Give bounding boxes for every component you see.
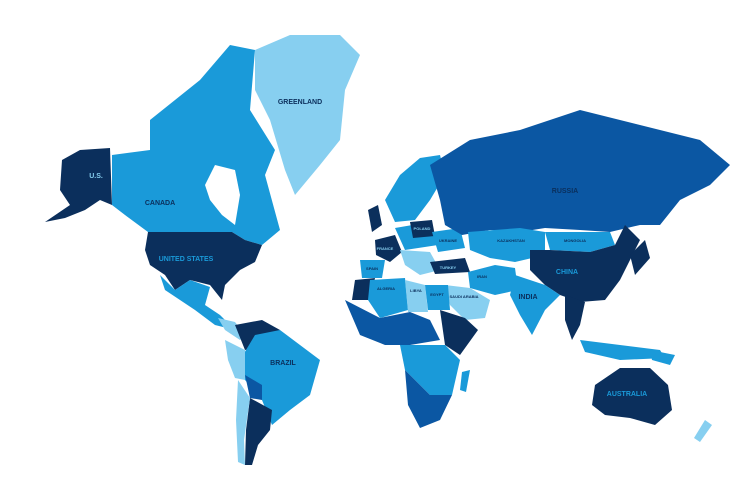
country-algeria[interactable] bbox=[368, 278, 408, 318]
country-libya[interactable] bbox=[405, 280, 428, 312]
label-united-states: UNITED STATES bbox=[159, 256, 214, 263]
country-indonesia[interactable] bbox=[580, 340, 665, 360]
country-france[interactable] bbox=[375, 235, 402, 262]
country-canada[interactable] bbox=[112, 45, 280, 245]
country-new-zealand[interactable] bbox=[694, 420, 712, 442]
country-turkey[interactable] bbox=[430, 258, 470, 274]
country-japan[interactable] bbox=[630, 240, 650, 275]
label-spain: SPAIN bbox=[366, 266, 378, 271]
label-ukraine: UKRAINE bbox=[439, 238, 458, 243]
country-east-africa[interactable] bbox=[440, 310, 478, 355]
country-madagascar[interactable] bbox=[460, 370, 470, 392]
label-china: CHINA bbox=[556, 269, 578, 276]
country-ukraine[interactable] bbox=[432, 228, 465, 252]
label-russia: RUSSIA bbox=[552, 188, 578, 195]
hudson-bay bbox=[205, 165, 240, 225]
country-alaska[interactable] bbox=[45, 148, 112, 222]
label-australia: AUSTRALIA bbox=[607, 391, 647, 398]
country-russia[interactable] bbox=[430, 110, 730, 235]
country-poland[interactable] bbox=[410, 220, 435, 238]
label-greenland: GREENLAND bbox=[278, 99, 322, 106]
country-mongolia[interactable] bbox=[545, 232, 615, 252]
country-mexico[interactable] bbox=[160, 275, 235, 330]
label-canada: CANADA bbox=[145, 200, 175, 207]
label-kazakhstan: KAZAKHSTAN bbox=[497, 238, 525, 243]
country-central-america[interactable] bbox=[218, 318, 245, 340]
label-libya: LIBYA bbox=[410, 288, 422, 293]
country-australia[interactable] bbox=[592, 368, 672, 425]
label-turkey: TURKEY bbox=[440, 265, 457, 270]
country-spain[interactable] bbox=[360, 260, 385, 278]
country-papua-new-guinea[interactable] bbox=[650, 350, 675, 365]
country-egypt[interactable] bbox=[425, 285, 450, 310]
country-peru[interactable] bbox=[225, 340, 245, 380]
country-greenland[interactable] bbox=[255, 35, 360, 195]
label-poland: POLAND bbox=[414, 226, 431, 231]
country-india[interactable] bbox=[510, 275, 560, 335]
label-mongolia: MONGOLIA bbox=[564, 238, 586, 243]
label-saudi-arabia: SAUDI ARABIA bbox=[450, 294, 479, 299]
country-scandinavia[interactable] bbox=[385, 155, 445, 222]
country-west-africa[interactable] bbox=[345, 300, 440, 345]
country-iran-middle-east[interactable] bbox=[468, 265, 518, 295]
country-italy-balkans[interactable] bbox=[400, 250, 440, 275]
label-india: INDIA bbox=[518, 294, 537, 301]
country-southeast-asia[interactable] bbox=[565, 295, 585, 340]
country-central-africa[interactable] bbox=[400, 345, 460, 395]
label-algeria: ALGERIA bbox=[377, 286, 395, 291]
country-argentina[interactable] bbox=[245, 398, 272, 465]
label-france: FRANCE bbox=[377, 246, 394, 251]
country-brazil[interactable] bbox=[240, 330, 320, 425]
label-iran: IRAN bbox=[477, 274, 487, 279]
label-brazil: BRAZIL bbox=[270, 360, 296, 367]
country-chile[interactable] bbox=[236, 380, 250, 465]
label-us-alaska: U.S. bbox=[89, 173, 103, 180]
country-china[interactable] bbox=[530, 225, 640, 302]
country-bolivia[interactable] bbox=[245, 375, 262, 400]
country-saudi-arabia[interactable] bbox=[445, 285, 490, 320]
label-egypt: EGYPT bbox=[430, 292, 444, 297]
country-united-states[interactable] bbox=[145, 232, 262, 300]
country-uk[interactable] bbox=[368, 205, 382, 232]
country-southern-africa[interactable] bbox=[405, 370, 452, 428]
country-kazakhstan[interactable] bbox=[468, 228, 545, 262]
